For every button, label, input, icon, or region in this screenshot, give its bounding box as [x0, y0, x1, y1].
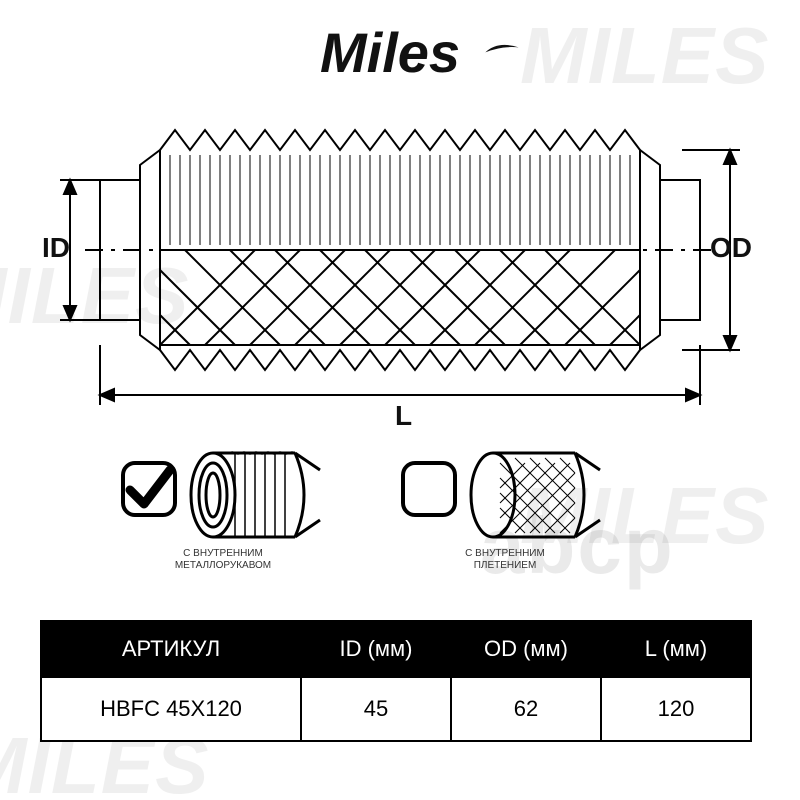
- cell-od: 62: [451, 677, 601, 741]
- technical-drawing: [40, 95, 760, 435]
- option2-checkbox-icon: [400, 460, 458, 518]
- cell-l: 120: [601, 677, 751, 741]
- option1-caption: С ВНУТРЕННИММЕТАЛЛОРУКАВОМ: [118, 548, 328, 572]
- cell-id: 45: [301, 677, 451, 741]
- col-id: ID (мм): [301, 621, 451, 677]
- option1-sleeve-icon: [185, 448, 325, 543]
- table-row: HBFC 45X120 45 62 120: [41, 677, 751, 741]
- option2-caption: С ВНУТРЕННИМПЛЕТЕНИЕМ: [405, 548, 605, 572]
- spec-table: АРТИКУЛ ID (мм) OD (мм) L (мм) HBFC 45X1…: [40, 620, 752, 742]
- cell-article: HBFC 45X120: [41, 677, 301, 741]
- option2-sleeve-icon: [465, 448, 605, 543]
- col-od: OD (мм): [451, 621, 601, 677]
- option1-checkbox-icon: [120, 460, 178, 518]
- l-dimension-label: L: [395, 400, 412, 432]
- col-article: АРТИКУЛ: [41, 621, 301, 677]
- watermark: MILES: [520, 10, 769, 102]
- col-l: L (мм): [601, 621, 751, 677]
- table-header-row: АРТИКУЛ ID (мм) OD (мм) L (мм): [41, 621, 751, 677]
- logo-swoosh-icon: [482, 44, 522, 54]
- brand-text: Miles: [320, 21, 460, 84]
- od-dimension-label: OD: [710, 232, 752, 264]
- brand-logo: Miles: [320, 20, 516, 85]
- id-dimension-label: ID: [42, 232, 70, 264]
